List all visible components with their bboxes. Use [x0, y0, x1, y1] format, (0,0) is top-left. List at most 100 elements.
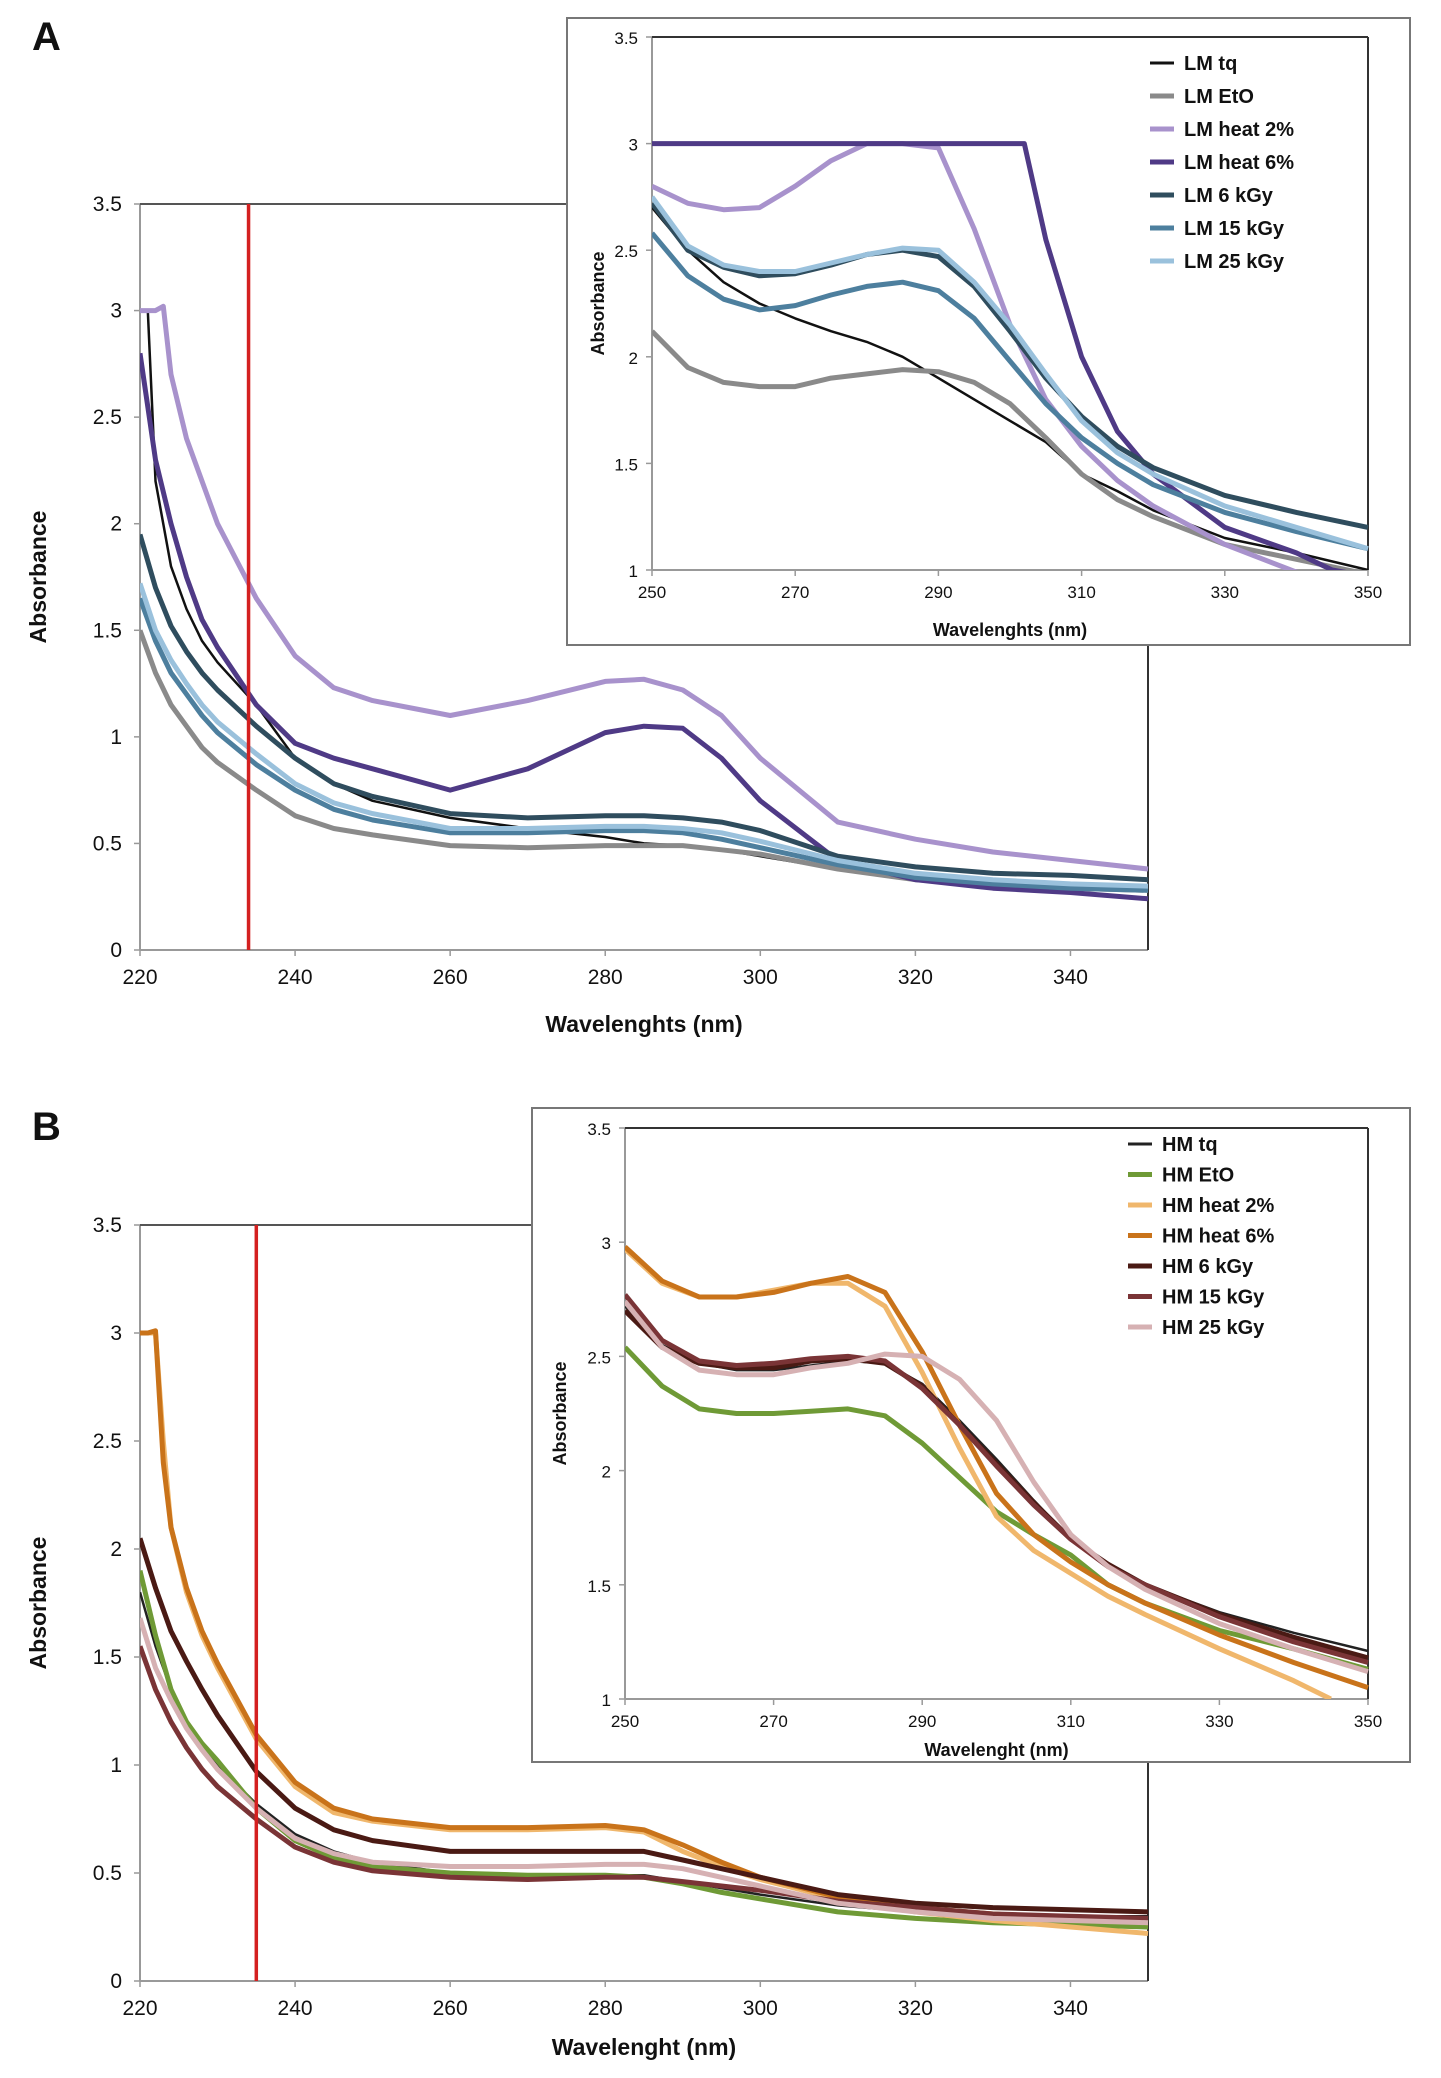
- y-axis-title: Absorbance: [25, 511, 51, 644]
- x-tick-label: 300: [743, 966, 778, 989]
- legend-label: LM 6 kGy: [1184, 185, 1274, 207]
- x-tick-label: 340: [1053, 966, 1088, 989]
- x-axis-title: Wavelenght (nm): [552, 2034, 736, 2060]
- x-tick-label: 260: [433, 966, 468, 989]
- y-axis-title: Absorbance: [25, 1537, 51, 1670]
- y-tick-label: 1: [629, 562, 638, 581]
- series-line-hm-heat-6-: [625, 1244, 1369, 1690]
- legend-label: HM heat 2%: [1162, 1195, 1274, 1217]
- x-tick-label: 320: [898, 1997, 933, 2020]
- legend-label: LM 25 kGy: [1184, 251, 1285, 273]
- y-tick-label: 0: [110, 939, 122, 962]
- x-tick-label: 310: [1057, 1712, 1085, 1731]
- series-line-hm-15-kgy: [625, 1293, 1369, 1665]
- x-tick-label: 280: [588, 1997, 623, 2020]
- x-tick-label: 290: [908, 1712, 936, 1731]
- x-axis-title: Wavelenghts (nm): [545, 1011, 742, 1037]
- y-tick-label: 3: [110, 300, 122, 323]
- legend-label: HM heat 6%: [1162, 1226, 1274, 1248]
- x-tick-label: 320: [898, 966, 933, 989]
- series-line-lm-15-kgy: [140, 597, 1149, 893]
- legend-label: LM heat 6%: [1184, 152, 1294, 174]
- y-tick-label: 0.5: [93, 832, 122, 855]
- y-tick-label: 0: [110, 1970, 122, 1993]
- y-tick-label: 1: [110, 1754, 122, 1777]
- series-line-lm-6-kgy: [140, 533, 1149, 883]
- series-line-hm-6-kgy: [140, 1537, 1149, 1915]
- legend-label: HM 15 kGy: [1162, 1287, 1265, 1309]
- series-line-lm-heat-2-: [140, 303, 1149, 872]
- x-tick-label: 300: [743, 1997, 778, 2020]
- y-tick-label: 3: [602, 1234, 611, 1253]
- x-tick-label: 290: [924, 583, 952, 602]
- series-line-hm-25-kgy: [625, 1300, 1369, 1674]
- legend-label: HM 25 kGy: [1162, 1317, 1265, 1339]
- A-main-chart: A 220 240 260 280 300 320 340 0 0.5 1 1.5 2 2.5 3 3.5 Wa…: [25, 15, 1149, 1037]
- y-tick-label: 2.5: [587, 1348, 611, 1367]
- y-tick-label: 1.5: [614, 455, 638, 474]
- legend-label: HM tq: [1162, 1134, 1218, 1156]
- x-tick-label: 250: [638, 583, 666, 602]
- y-tick-label: 2: [110, 513, 122, 536]
- y-tick-label: 2.5: [614, 242, 638, 261]
- y-tick-label: 1: [602, 1691, 611, 1710]
- series-line-hm-heat-6-: [140, 1328, 1149, 1926]
- panel-label: A: [32, 15, 61, 59]
- legend: LM tq LM EtO LM heat 2% LM heat 6% LM 6 kGy L…: [1150, 53, 1294, 273]
- legend-label: LM EtO: [1184, 86, 1254, 108]
- y-tick-label: 1.5: [93, 1646, 122, 1669]
- series-group: [140, 1328, 1149, 1936]
- y-tick-label: 2.5: [93, 406, 122, 429]
- series-line-hm-15-kgy: [140, 1645, 1149, 1921]
- B-inset-chart: 250 270 290 310 330 350 1 1.5 2 2.5 3 3.5 Wavelenght…: [531, 1107, 1411, 1763]
- x-tick-label: 350: [1354, 1712, 1382, 1731]
- y-axis-title: Absorbance: [550, 1361, 570, 1465]
- legend-label: HM EtO: [1162, 1165, 1234, 1187]
- series-group: [140, 303, 1149, 902]
- x-tick-label: 220: [122, 1997, 157, 2020]
- x-tick-label: 240: [278, 966, 313, 989]
- series-group: [652, 141, 1369, 570]
- x-tick-label: 340: [1053, 1997, 1088, 2020]
- y-tick-label: 1.5: [93, 619, 122, 642]
- x-tick-label: 310: [1067, 583, 1095, 602]
- series-line-lm-25-kgy: [140, 582, 1149, 889]
- legend-label: LM 15 kGy: [1184, 218, 1285, 240]
- x-tick-label: 250: [611, 1712, 639, 1731]
- x-tick-label: 270: [781, 583, 809, 602]
- legend-label: HM 6 kGy: [1162, 1256, 1254, 1278]
- x-tick-label: 240: [278, 1997, 313, 2020]
- x-tick-label: 350: [1354, 583, 1382, 602]
- x-axis-title: Wavelenght (nm): [924, 1740, 1068, 1760]
- y-tick-label: 2: [602, 1463, 611, 1482]
- series-line-hm-eto: [140, 1570, 1149, 1930]
- legend: HM tq HM EtO HM heat 2% HM heat 6% HM 6 kGy H…: [1128, 1134, 1274, 1339]
- y-tick-label: 3.5: [93, 1214, 122, 1237]
- y-tick-label: 3.5: [614, 29, 638, 48]
- x-tick-label: 330: [1211, 583, 1239, 602]
- series-line-lm-heat-6-: [652, 141, 1347, 570]
- inset-frame: [566, 17, 1411, 646]
- series-group: [625, 1244, 1369, 1699]
- series-line-lm-6-kgy: [652, 201, 1369, 530]
- y-axis-title: Absorbance: [588, 251, 608, 355]
- series-line-lm-heat-2-: [652, 141, 1300, 570]
- y-tick-label: 1: [110, 726, 122, 749]
- series-line-lm-25-kgy: [652, 195, 1369, 552]
- y-tick-label: 3.5: [587, 1120, 611, 1139]
- series-line-lm-15-kgy: [652, 231, 1369, 552]
- y-tick-label: 3: [629, 136, 638, 155]
- x-tick-label: 280: [588, 966, 623, 989]
- y-tick-label: 2: [629, 349, 638, 368]
- series-line-hm-25-kgy: [140, 1617, 1149, 1926]
- y-tick-label: 2: [110, 1538, 122, 1561]
- panel-label: B: [32, 1105, 61, 1149]
- legend-label: LM tq: [1184, 53, 1237, 75]
- x-tick-label: 270: [759, 1712, 787, 1731]
- x-tick-label: 330: [1205, 1712, 1233, 1731]
- series-line-lm-eto: [652, 329, 1360, 570]
- y-tick-label: 3: [110, 1322, 122, 1345]
- y-tick-label: 2.5: [93, 1430, 122, 1453]
